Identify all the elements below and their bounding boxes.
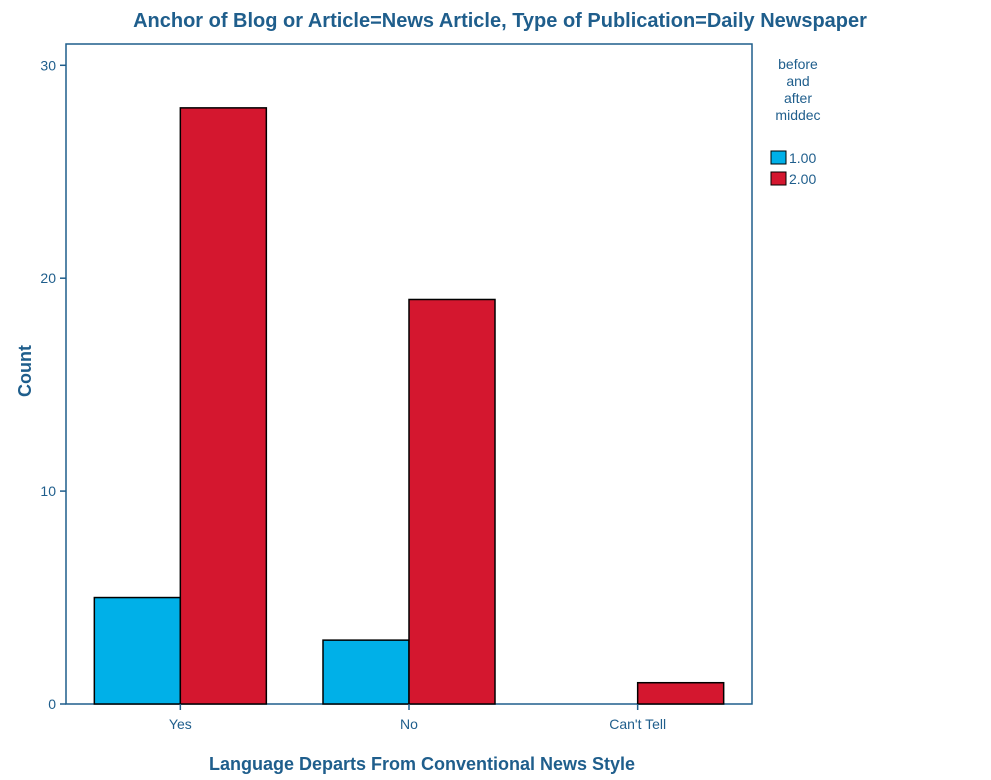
y-tick-label: 0: [48, 696, 56, 712]
bar-yes-series-1: [93, 596, 182, 705]
y-tick-label: 30: [40, 57, 56, 73]
x-tick-label: Can't Tell: [609, 716, 666, 732]
legend-title-line: middec: [775, 107, 820, 123]
legend-title-line: and: [786, 73, 809, 89]
legend-label-1: 1.00: [789, 150, 816, 166]
legend-swatch-2: [770, 171, 787, 186]
legend-label-2: 2.00: [789, 171, 816, 187]
x-axis: Yes No Can't Tell: [169, 704, 666, 732]
bar-no-series-1: [322, 639, 410, 705]
legend-swatch-1: [770, 150, 787, 165]
bars: [93, 107, 725, 705]
y-axis-title: Count: [15, 345, 35, 397]
y-tick-label: 20: [40, 270, 56, 286]
bar-yes-series-2: [179, 107, 268, 705]
x-tick-label: Yes: [169, 716, 192, 732]
y-axis: 0 10 20 30: [40, 57, 66, 712]
bar-no-series-2: [408, 298, 496, 705]
y-tick-label: 10: [40, 483, 56, 499]
bar-can-t-tell-series-2: [636, 681, 725, 705]
x-axis-title: Language Departs From Conventional News …: [209, 754, 635, 774]
legend-title-line: before: [778, 56, 818, 72]
legend-title-line: after: [784, 90, 812, 106]
x-tick-label: No: [400, 716, 418, 732]
chart-title: Anchor of Blog or Article=News Article, …: [133, 10, 867, 32]
